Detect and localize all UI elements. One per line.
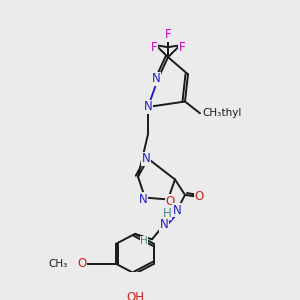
Text: F: F [151,40,157,54]
Text: O: O [165,195,175,208]
Text: OH: OH [126,291,144,300]
Text: F: F [165,28,171,41]
Text: N: N [144,100,152,113]
Text: N: N [160,218,168,231]
Text: CH₃: CH₃ [202,108,221,118]
Text: O: O [77,257,87,270]
Text: O: O [194,190,204,203]
Text: H: H [140,236,148,246]
Text: methyl: methyl [205,108,242,118]
Text: H: H [163,206,171,220]
Text: N: N [172,204,182,217]
Text: N: N [139,193,147,206]
Text: N: N [142,152,150,165]
Text: F: F [179,40,185,54]
Text: CH₃: CH₃ [49,259,68,269]
Text: N: N [152,72,160,86]
